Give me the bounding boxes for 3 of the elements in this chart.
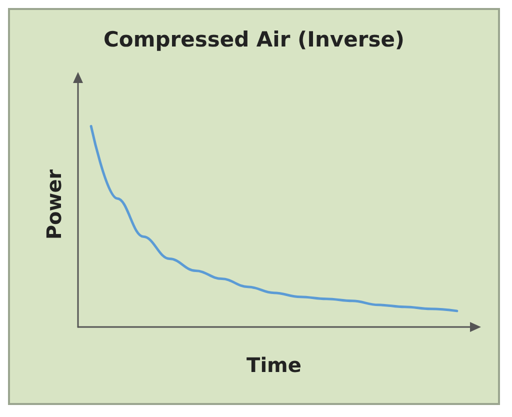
x-axis-title: Time xyxy=(246,353,302,377)
y-axis-title: Power xyxy=(42,169,66,240)
chart-title: Compressed Air (Inverse) xyxy=(103,28,405,52)
